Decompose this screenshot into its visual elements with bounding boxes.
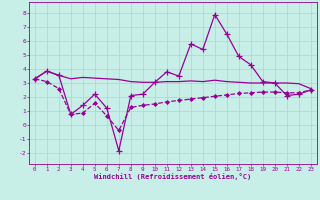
X-axis label: Windchill (Refroidissement éolien,°C): Windchill (Refroidissement éolien,°C) [94, 173, 252, 180]
